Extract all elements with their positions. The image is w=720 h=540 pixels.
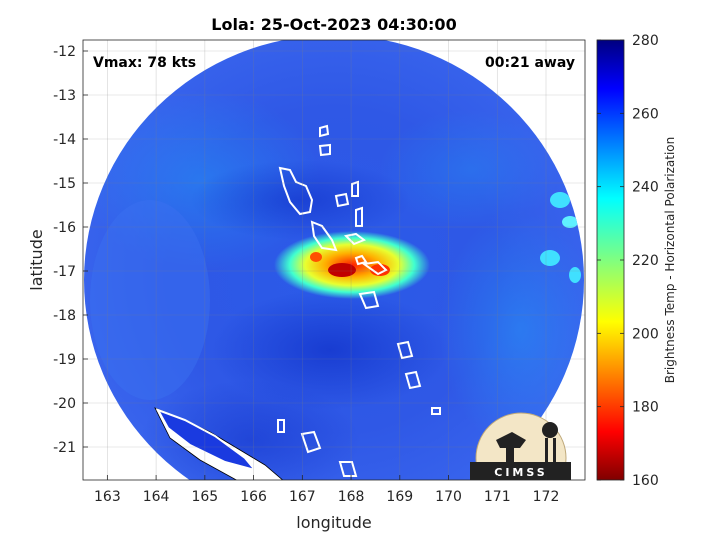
y-tick-label: -12 [53, 44, 76, 60]
colorbar-label: Brightness Temp - Horizontal Polarizatio… [663, 137, 677, 384]
x-tick-label: 171 [484, 489, 511, 505]
y-tick-label: -15 [53, 176, 76, 192]
y-tick-label: -17 [53, 264, 76, 280]
grid-lines [83, 40, 585, 480]
axes-frame [82, 39, 586, 481]
x-axis-label: longitude [296, 513, 371, 532]
x-tick-label: 170 [435, 489, 462, 505]
colorbar-tick-label: 260 [632, 106, 659, 122]
colorbar-tick-label: 240 [632, 180, 659, 196]
x-tick-label: 165 [191, 489, 218, 505]
y-tick-label: -13 [53, 88, 76, 104]
vmax-label: Vmax: 78 kts [93, 55, 196, 71]
cimss-logo-text: CIMSS [494, 466, 547, 479]
x-tick-label: 169 [386, 489, 413, 505]
y-tick-label: -20 [53, 396, 76, 412]
y-tick-label: -19 [53, 352, 76, 368]
y-axis-ticks: -12 -13 -14 -15 -16 -17 -18 -19 -20 -21 [53, 44, 88, 456]
x-tick-label: 163 [94, 489, 121, 505]
colorbar-tick-label: 220 [632, 253, 659, 269]
coastlines [277, 124, 441, 477]
y-tick-label: -18 [53, 308, 76, 324]
x-tick-label: 167 [289, 489, 316, 505]
x-axis-ticks: 163 164 165 166 167 168 169 170 171 172 [94, 475, 559, 505]
new-caledonia-coast [155, 408, 258, 472]
plot-title: Lola: 25-Oct-2023 04:30:00 [211, 15, 456, 34]
colorbar-tick-label: 180 [632, 400, 659, 416]
y-tick-label: -16 [53, 220, 76, 236]
plot-area: CIMSS [83, 40, 585, 480]
cimss-logo: CIMSS [470, 412, 571, 480]
x-tick-label: 168 [338, 489, 365, 505]
colorbar-tick-label: 160 [632, 473, 659, 489]
time-away-label: 00:21 away [485, 55, 575, 71]
y-axis-label: latitude [27, 229, 46, 290]
x-tick-label: 172 [533, 489, 560, 505]
x-tick-label: 166 [240, 489, 267, 505]
y-tick-label: -14 [53, 132, 76, 148]
colorbar-ticks: 280 260 240 220 200 180 160 [597, 33, 659, 489]
y-tick-label: -21 [53, 440, 76, 456]
colorbar [596, 39, 625, 481]
colorbar-tick-label: 280 [632, 33, 659, 49]
convective-core [274, 231, 430, 299]
x-tick-label: 164 [143, 489, 170, 505]
colorbar-tick-label: 200 [632, 326, 659, 342]
